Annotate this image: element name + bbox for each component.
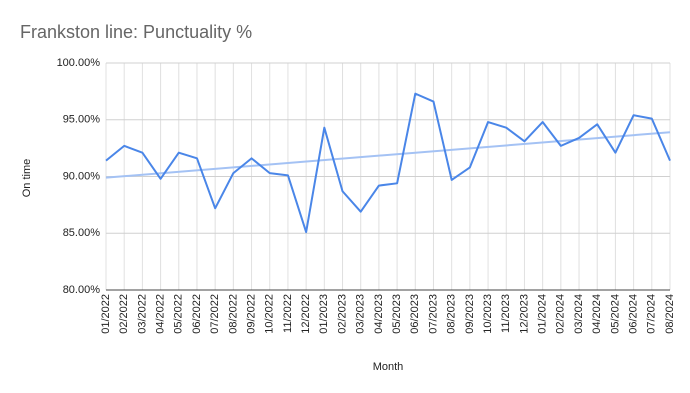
x-tick-label: 05/2024 [609,294,621,334]
x-tick-label: 02/2024 [555,294,567,334]
x-tick-label: 07/2023 [427,294,439,334]
x-tick-label: 12/2023 [518,294,530,334]
x-tick-label: 09/2023 [464,294,476,334]
x-tick-label: 08/2024 [664,294,676,334]
x-tick-label: 09/2022 [245,294,257,334]
x-tick-label: 06/2023 [409,294,421,334]
x-tick-label: 02/2022 [118,294,130,334]
x-tick-label: 05/2022 [173,294,185,334]
x-tick-label: 01/2024 [537,294,549,334]
x-axis-title: Month [373,361,404,373]
x-tick-label: 01/2023 [318,294,330,334]
x-tick-label: 04/2023 [373,294,385,334]
x-tick-label: 03/2023 [355,294,367,334]
x-tick-label: 12/2022 [300,294,312,334]
chart-title: Frankston line: Punctuality % [20,22,252,42]
x-tick-label: 04/2022 [154,294,166,334]
y-tick-label: 90.00% [63,170,101,182]
x-tick-label: 02/2023 [336,294,348,334]
y-axis-title: On time [21,159,33,198]
x-tick-label: 06/2022 [191,294,203,334]
y-tick-label: 85.00% [63,227,101,239]
x-tick-label: 11/2023 [500,294,512,333]
x-tick-label: 11/2022 [282,294,294,333]
y-tick-label: 100.00% [57,57,101,69]
x-tick-label: 03/2024 [573,294,585,334]
x-tick-label: 03/2022 [136,294,148,334]
x-tick-label: 06/2024 [628,294,640,334]
y-tick-label: 95.00% [63,114,101,126]
x-tick-label: 01/2022 [100,294,112,334]
x-tick-label: 07/2022 [209,294,221,334]
x-tick-label: 05/2023 [391,294,403,334]
x-tick-label: 04/2024 [591,294,603,334]
x-tick-label: 08/2022 [227,294,239,334]
x-tick-label: 10/2022 [264,294,276,334]
x-tick-label: 07/2024 [646,294,658,334]
series-line [105,92,671,234]
y-tick-label: 80.00% [63,284,101,296]
x-tick-label: 08/2023 [446,294,458,334]
x-tick-label: 10/2023 [482,294,494,334]
